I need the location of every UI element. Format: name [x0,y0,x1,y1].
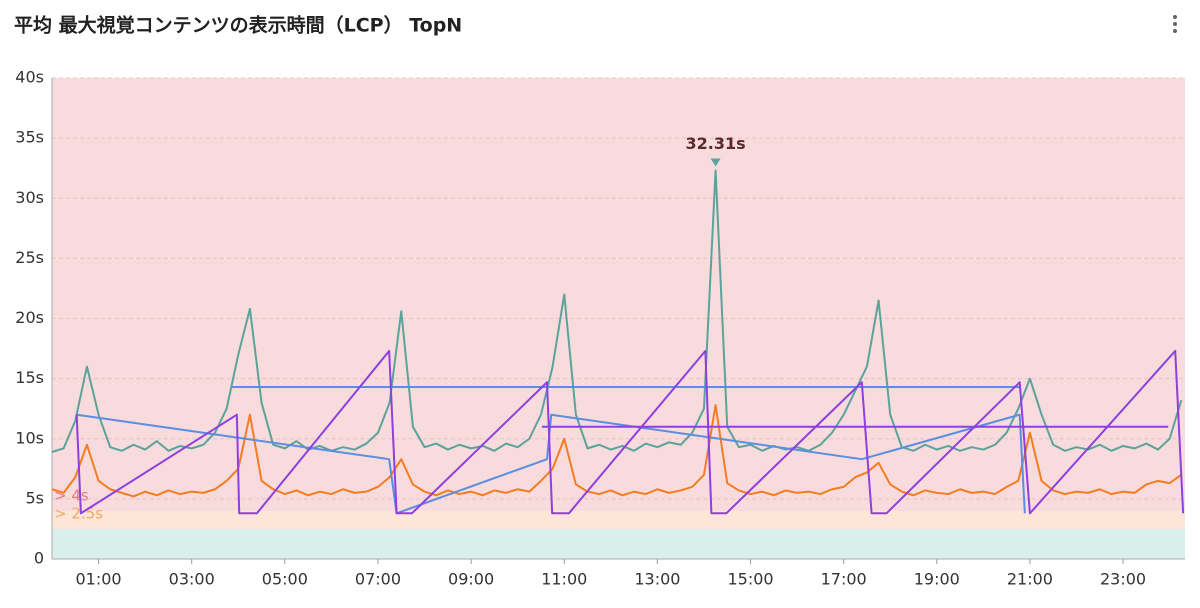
chart-title: 平均 最大視覚コンテンツの表示時間（LCP） TopN [14,14,462,37]
x-tick-label: 11:00 [541,570,587,589]
series-line [51,404,1182,498]
y-tick-label: 25s [15,248,44,267]
x-tick-label: 19:00 [914,570,960,589]
x-tick-label: 03:00 [169,570,215,589]
series-line [51,169,1183,453]
y-tick-label: 5s [25,488,44,507]
x-tick-label: 21:00 [1007,570,1053,589]
threshold-band [52,510,1185,529]
x-tick-label: 13:00 [634,570,680,589]
y-tick-label: 0 [34,549,44,568]
x-tick-label: 05:00 [262,570,308,589]
y-tick-label: 15s [15,368,44,387]
x-tick-label: 07:00 [355,570,401,589]
x-tick-label: 15:00 [727,570,773,589]
x-tick-label: 17:00 [821,570,867,589]
menu-button[interactable] [1173,15,1177,33]
x-tick-label: 01:00 [76,570,122,589]
y-tick-label: 35s [15,128,44,147]
x-tick-label: 23:00 [1100,570,1146,589]
x-tick-label: 09:00 [448,570,494,589]
y-tick-label: 30s [15,188,44,207]
y-tick-label: 40s [15,68,44,87]
annotation-marker [710,158,721,167]
threshold-label: > 4s [54,486,89,504]
annotation-label: 32.31s [686,134,746,153]
y-tick-label: 20s [15,308,44,327]
y-tick-label: 10s [15,428,44,447]
threshold-label: > 2.5s [54,504,103,522]
threshold-band [52,78,1185,511]
